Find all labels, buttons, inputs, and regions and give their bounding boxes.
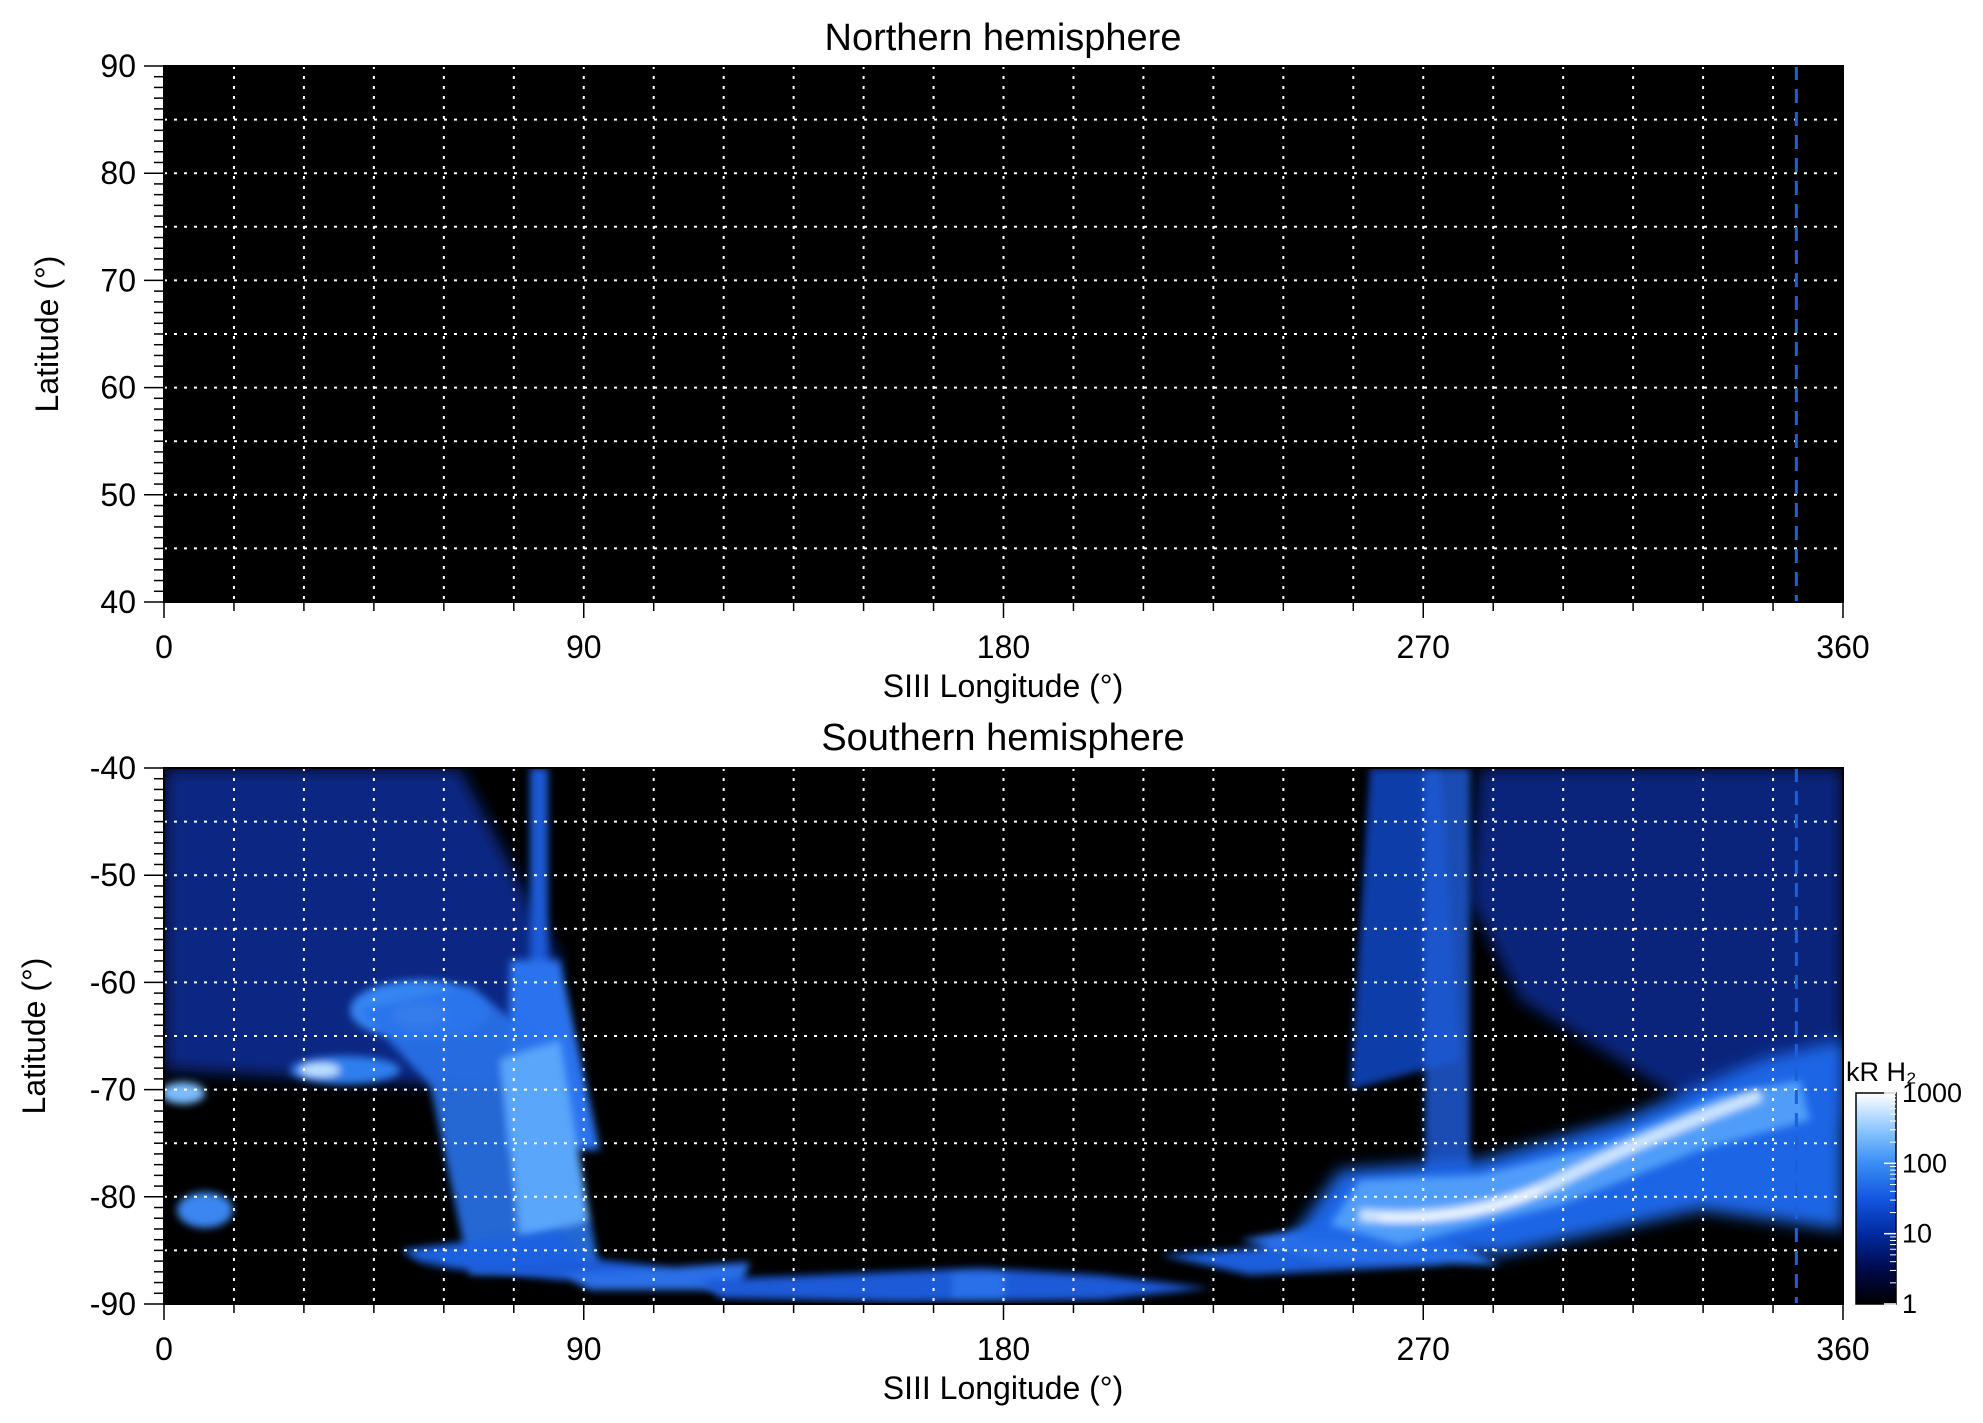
y-tick-label: -80 [90,1179,136,1215]
y-tick-label: -60 [90,964,136,1000]
x-tick-label: 360 [1816,1331,1869,1367]
y-tick-label: 80 [100,155,136,191]
north-x-ticks: 0 90 180 270 360 [155,602,1870,665]
y-tick-label: 50 [100,477,136,513]
colorbar-tick-label: 100 [1902,1148,1947,1178]
x-tick-label: 180 [977,629,1030,665]
x-tick-label: 180 [977,1331,1030,1367]
emission-rays-west [400,1230,750,1290]
colorbar-tick-label: 1 [1902,1289,1917,1319]
x-tick-label: 270 [1397,629,1450,665]
y-tick-label: -90 [90,1286,136,1322]
colorbar-tick-label: 10 [1902,1219,1932,1249]
x-tick-label: 0 [155,629,173,665]
y-tick-label: -40 [90,750,136,786]
emission-diffuse-east [1470,768,1843,1120]
north-plot-area [164,66,1843,602]
y-tick-label: 70 [100,262,136,298]
x-tick-label: 270 [1397,1331,1450,1367]
south-emission [164,768,1843,1302]
emission-oval-east [1290,1040,1843,1255]
colorbar: kR H₂ 1 10 100 1000 [1846,1057,1962,1319]
south-ylabel: Latitude (°) [16,958,52,1115]
south-panel: Southern hemisphere [16,717,1962,1406]
x-tick-label: 90 [566,629,602,665]
south-title: Southern hemisphere [821,717,1184,759]
north-panel: Northern hemisphere 40 50 60 70 80 90 0 90 180 2… [29,17,1870,704]
south-y-ticks: -90 -80 -70 -60 -50 -40 [90,750,164,1322]
colorbar-tick-label: 1000 [1902,1078,1962,1108]
emission-polar-cap [700,1268,1210,1302]
x-tick-label: 0 [155,1331,173,1367]
north-title: Northern hemisphere [825,17,1182,59]
y-tick-label: 40 [100,584,136,620]
north-ylabel: Latitude (°) [29,256,65,413]
south-xlabel: SIII Longitude (°) [883,1370,1123,1406]
emission-oval-west [164,980,600,1275]
y-tick-label: -50 [90,857,136,893]
colorbar-label: kR H₂ [1846,1057,1916,1087]
x-tick-label: 360 [1816,629,1869,665]
colorbar-ticks: 1 10 100 1000 [1884,1078,1962,1319]
x-tick-label: 90 [566,1331,602,1367]
south-x-ticks: 0 90 180 270 360 [155,1304,1870,1367]
colorbar-gradient [1855,1092,1897,1305]
y-tick-label: -70 [90,1072,136,1108]
y-tick-label: 90 [100,48,136,84]
north-y-ticks: 40 50 60 70 80 90 [100,48,164,620]
y-tick-label: 60 [100,370,136,406]
north-xlabel: SIII Longitude (°) [883,668,1123,704]
